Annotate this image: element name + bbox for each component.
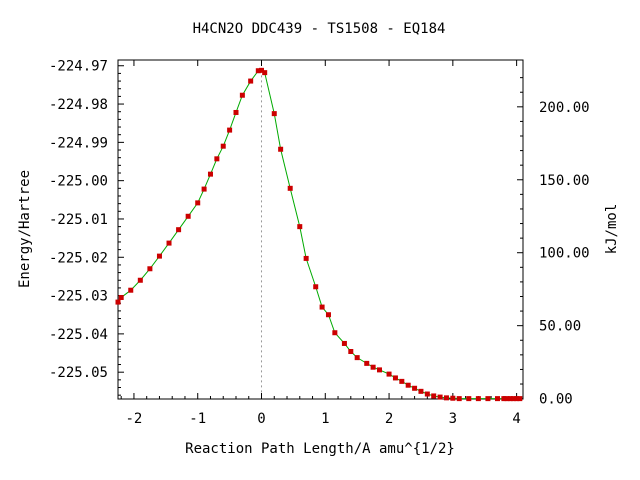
data-point — [504, 396, 510, 402]
data-point — [201, 186, 207, 192]
data-point — [233, 109, 239, 115]
data-point — [514, 396, 520, 402]
x-tick-label: -1 — [189, 411, 206, 427]
data-point — [248, 78, 254, 84]
data-point — [392, 375, 398, 381]
data-point — [501, 396, 507, 402]
y2-tick-label: 50.00 — [539, 319, 581, 335]
data-point — [466, 396, 472, 402]
data-point — [220, 143, 226, 149]
x-tick-label: 1 — [321, 411, 329, 427]
data-point — [128, 287, 134, 293]
y2-tick-label: 150.00 — [539, 173, 590, 189]
data-point — [278, 146, 284, 152]
y2-axis-label: kJ/mol — [604, 204, 620, 255]
data-point — [354, 355, 360, 361]
y-tick-label: -224.99 — [49, 135, 108, 151]
data-point — [485, 396, 491, 402]
data-point — [418, 388, 424, 394]
data-point — [386, 371, 392, 377]
y-tick-label: -225.04 — [49, 327, 108, 343]
x-axis: -2 -1 0 1 2 3 4 — [120, 60, 521, 427]
data-point — [376, 367, 382, 373]
y-axis-left: -224.97 -224.98 -224.99 -225.00 -225.01 -225.… — [49, 59, 124, 396]
data-point — [424, 391, 430, 397]
data-point — [147, 266, 153, 272]
y-tick-label: -224.98 — [49, 97, 108, 113]
chart-title: H4CN2O DDC439 - TS1508 - EQ184 — [193, 21, 446, 37]
data-point — [494, 396, 500, 402]
data-point — [259, 67, 265, 73]
data-point — [262, 70, 268, 76]
y-tick-label: -224.97 — [49, 59, 108, 75]
data-point — [399, 378, 405, 384]
x-tick-label: 0 — [257, 411, 265, 427]
data-point — [118, 294, 124, 300]
y2-tick-label: 200.00 — [539, 100, 590, 116]
y-tick-label: -225.02 — [49, 250, 108, 266]
y-axis-right: 0.00 50.00 100.00 150.00 200.00 — [517, 77, 590, 408]
data-point — [475, 396, 481, 402]
y-tick-label: -225.03 — [49, 289, 108, 305]
data-point — [412, 385, 418, 391]
data-point — [510, 396, 516, 402]
y-axis-label: Energy/Hartree — [17, 170, 33, 288]
x-tick-label: 2 — [385, 411, 393, 427]
data-point — [507, 396, 513, 402]
y2-tick-label: 0.00 — [539, 392, 573, 408]
data-point — [271, 111, 277, 117]
data-point — [156, 253, 162, 259]
data-point — [303, 255, 309, 261]
data-point — [332, 330, 338, 336]
data-point — [341, 340, 347, 346]
data-point — [227, 127, 233, 133]
y-tick-label: -225.05 — [49, 365, 108, 381]
plot-frame — [117, 59, 524, 400]
data-point — [207, 171, 213, 177]
data-point — [437, 394, 443, 400]
data-point — [364, 360, 370, 366]
data-point — [443, 395, 449, 401]
series-line — [117, 69, 520, 400]
data-point — [115, 299, 121, 305]
data-point — [348, 349, 354, 355]
data-point — [319, 304, 325, 310]
y-tick-label: -225.00 — [49, 174, 108, 190]
data-point — [185, 213, 191, 219]
y-tick-label: -225.01 — [49, 212, 108, 228]
data-point — [166, 240, 172, 246]
data-point — [195, 200, 201, 206]
x-tick-label: 4 — [512, 411, 520, 427]
data-point — [297, 224, 303, 230]
data-point — [313, 284, 319, 290]
data-point — [431, 393, 437, 399]
data-point — [517, 396, 523, 402]
data-point — [450, 395, 456, 401]
data-point — [370, 364, 376, 370]
data-point — [214, 156, 220, 162]
data-point — [137, 277, 143, 283]
data-point — [405, 382, 411, 388]
data-point — [255, 68, 261, 74]
series-layer — [115, 67, 523, 402]
data-point — [456, 396, 462, 402]
data-point — [239, 92, 245, 98]
x-tick-label: -2 — [126, 411, 143, 427]
data-point — [287, 185, 293, 191]
data-point — [325, 312, 331, 318]
x-axis-label: Reaction Path Length/A amu^{1/2} — [185, 441, 455, 457]
y2-tick-label: 100.00 — [539, 246, 590, 262]
data-point — [176, 227, 182, 233]
x-tick-label: 3 — [449, 411, 457, 427]
